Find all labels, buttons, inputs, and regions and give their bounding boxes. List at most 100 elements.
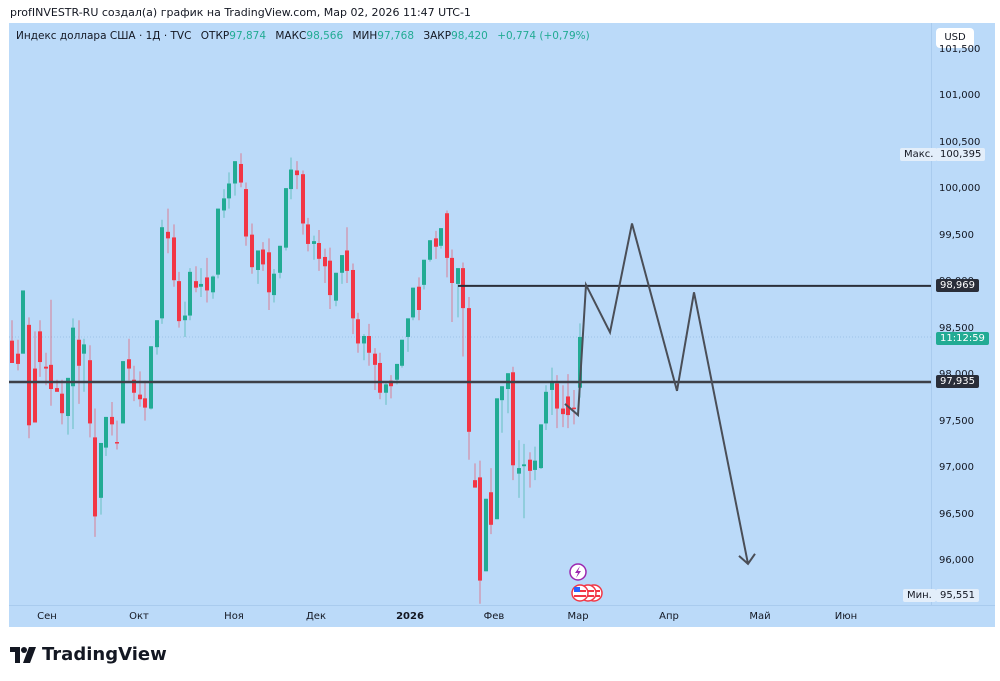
candle [345, 227, 349, 283]
candle [77, 320, 81, 404]
candle [555, 375, 559, 429]
candle [500, 386, 504, 433]
candle [434, 230, 438, 259]
candle [456, 268, 460, 318]
candle [317, 229, 321, 271]
candle [351, 263, 355, 335]
time-axis-divider [9, 605, 995, 606]
candle [312, 235, 316, 260]
close-value: 98,420 [451, 30, 488, 42]
level-lower-tag: 97,935 [936, 375, 979, 388]
candle [295, 161, 299, 190]
candle [544, 385, 548, 430]
candle [110, 402, 114, 436]
candle [88, 345, 92, 438]
price-tick: 101,000 [939, 90, 981, 101]
candle [44, 352, 48, 386]
candle [166, 208, 170, 254]
price-tick: 101,500 [939, 43, 981, 55]
candle [205, 257, 209, 303]
candle [411, 287, 415, 321]
candle [511, 366, 515, 481]
candle [149, 346, 153, 410]
projection-path[interactable] [564, 223, 749, 565]
candle [183, 301, 187, 337]
candle [222, 189, 226, 218]
candle [306, 217, 310, 252]
candle [550, 367, 554, 416]
change-value: +0,774 (+0,79%) [497, 30, 590, 42]
time-tick: 2026 [396, 611, 424, 622]
candle [211, 275, 215, 299]
candle [323, 248, 327, 283]
candle [82, 338, 86, 392]
flag-stripe [574, 595, 586, 597]
candle [517, 440, 521, 498]
price-tick: 97,000 [939, 462, 974, 473]
candle [422, 259, 426, 290]
candle [417, 277, 421, 321]
candle [66, 377, 70, 435]
candle [143, 380, 147, 421]
time-tick: Сен [37, 611, 57, 622]
candle [93, 408, 97, 537]
price-tick: 98,000 [939, 369, 974, 380]
min-value: 95,551 [936, 589, 979, 602]
price-tick: 100,000 [939, 183, 981, 194]
open-value: 97,874 [229, 30, 267, 42]
time-tick: Фев [483, 611, 505, 622]
time-tick: Май [749, 611, 771, 622]
candle [340, 255, 344, 284]
candle [38, 320, 42, 377]
candle [301, 170, 305, 235]
time-tick: Окт [129, 611, 149, 622]
candle [406, 318, 410, 352]
candle [533, 446, 537, 481]
candle [367, 323, 371, 366]
price-tick: 98,500 [939, 322, 974, 334]
candle [528, 452, 532, 488]
candle [467, 296, 471, 460]
candle [172, 224, 176, 287]
candle [428, 240, 432, 262]
candle [495, 398, 499, 520]
candle [362, 334, 366, 361]
time-tick: Дек [305, 611, 327, 622]
currency-button[interactable]: USD [936, 28, 974, 48]
price-axis-divider [931, 23, 932, 605]
candle [450, 249, 454, 323]
candle [334, 272, 338, 307]
time-tick: Июн [834, 611, 858, 622]
candle [278, 245, 282, 279]
candle [256, 250, 260, 284]
candle [10, 320, 14, 363]
symbol-title[interactable]: Индекс доллара США · 1Д · TVC [16, 30, 192, 42]
candle [389, 375, 393, 399]
price-tick: 96,500 [939, 508, 974, 520]
candle [261, 242, 265, 271]
max-label: Макс. [900, 148, 938, 161]
candle [484, 498, 488, 572]
candle [16, 339, 20, 371]
candle [356, 312, 360, 353]
candle [489, 468, 493, 535]
candle [473, 463, 477, 488]
time-tick: Апр [659, 611, 679, 622]
candle [244, 182, 248, 246]
candle [506, 373, 510, 414]
candle [478, 460, 482, 604]
price-tick: 100,500 [939, 136, 981, 148]
candle [267, 238, 271, 310]
candle [27, 317, 31, 439]
lightning-glyph-icon [575, 566, 581, 578]
time-tick: Ноя [224, 611, 244, 622]
candle [289, 157, 293, 200]
candle [439, 228, 443, 249]
candle [177, 271, 181, 328]
countdown-tag: 11:12:59 [936, 332, 989, 345]
chart-pane[interactable] [9, 23, 995, 627]
candle [71, 318, 75, 430]
flag-canton [574, 587, 580, 592]
tradingview-logo[interactable]: TradingView [10, 644, 167, 665]
